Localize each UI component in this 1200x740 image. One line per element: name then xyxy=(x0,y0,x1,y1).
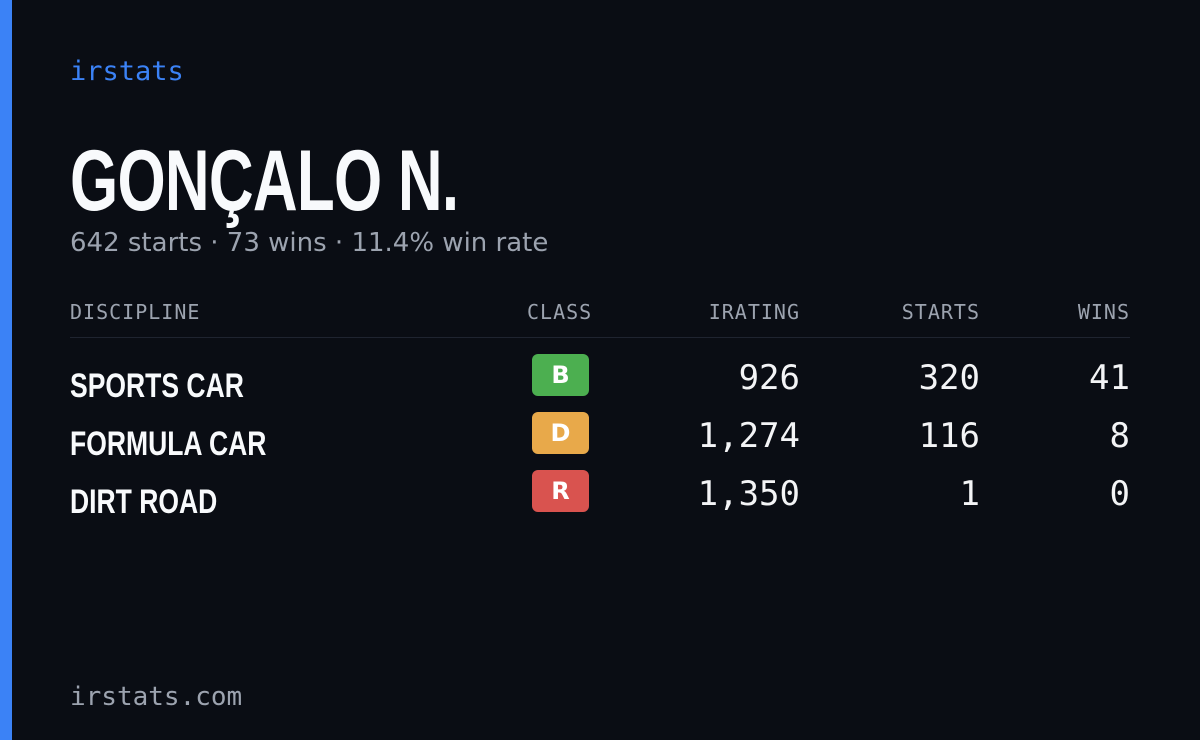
class-badge: R xyxy=(532,470,589,512)
starts: 1 xyxy=(959,474,980,514)
discipline: SPORTS CAR xyxy=(70,367,244,405)
irating: 1,274 xyxy=(697,416,800,456)
irating: 926 xyxy=(738,358,800,398)
irating: 1,350 xyxy=(697,474,800,514)
player-name: GONÇALO N. xyxy=(70,133,459,229)
summary: 642 starts · 73 wins · 11.4% win rate xyxy=(70,228,549,258)
wins: 8 xyxy=(1109,416,1130,456)
divider xyxy=(70,337,1130,338)
wins: 0 xyxy=(1109,474,1130,514)
starts: 320 xyxy=(918,358,980,398)
accent-bar xyxy=(0,0,12,740)
class-badge: D xyxy=(532,412,589,454)
column-header: CLASS xyxy=(527,300,593,324)
discipline: DIRT ROAD xyxy=(70,483,218,521)
wins: 41 xyxy=(1089,358,1130,398)
column-header: DISCIPLINE xyxy=(70,300,201,324)
column-header: IRATING xyxy=(708,300,800,324)
footer-site: irstats.com xyxy=(70,682,243,712)
starts: 116 xyxy=(918,416,980,456)
column-header: STARTS xyxy=(901,300,980,324)
class-badge: B xyxy=(532,354,589,396)
column-header: WINS xyxy=(1077,300,1130,324)
discipline: FORMULA CAR xyxy=(70,425,267,463)
brand: irstats xyxy=(70,56,184,87)
